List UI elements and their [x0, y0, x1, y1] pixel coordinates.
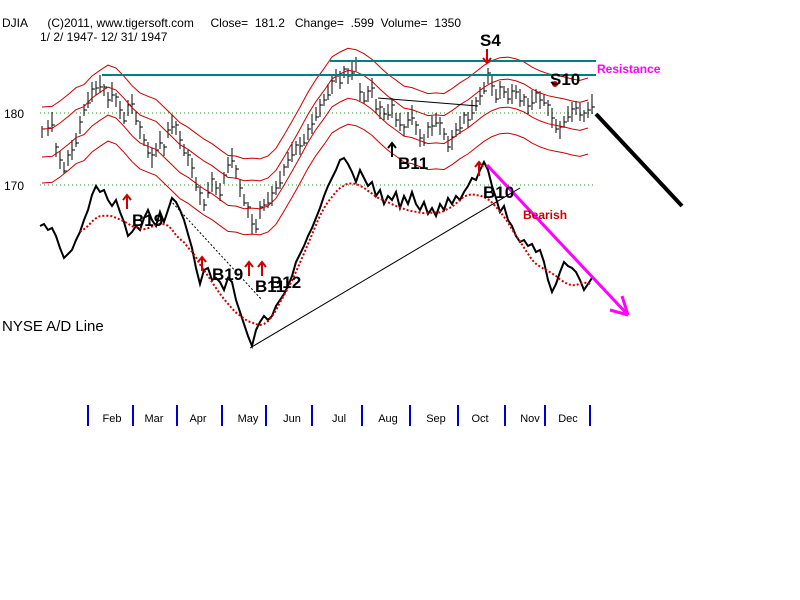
bearish-forecast-line — [594, 112, 684, 208]
sell-signal-arrow-head — [482, 57, 492, 65]
x-tick-label: Mar — [145, 413, 164, 425]
buy-signal-arrow-head — [197, 255, 207, 263]
x-tick-label: Apr — [189, 413, 206, 425]
signal-label: B10 — [483, 183, 514, 202]
upper-band-inner — [41, 69, 589, 182]
x-tick-label: Jun — [283, 413, 301, 425]
price-bars — [41, 57, 595, 234]
signal-label: B11 — [255, 277, 285, 296]
chart-header-line1: DJIA (C)2011, www.tigersoft.com Close= 1… — [2, 16, 462, 30]
x-tick-label: Feb — [103, 413, 122, 425]
lower-band-outer — [41, 123, 589, 236]
ad-moving-average — [79, 182, 593, 327]
signal-label: S10 — [550, 70, 580, 89]
signal-label: B19 — [212, 265, 243, 284]
chart-header-line2: 1/ 2/ 1947- 12/ 31/ 1947 — [40, 30, 168, 44]
x-tick-label: Aug — [378, 413, 398, 425]
x-tick-label: Jul — [332, 413, 346, 425]
buy-signal-arrow-head — [474, 160, 484, 168]
x-tick-label: Oct — [471, 413, 488, 425]
buy-signal-arrow-head — [387, 141, 397, 149]
signal-dot — [552, 81, 558, 87]
trend-line — [377, 97, 479, 107]
x-tick-label: Nov — [520, 413, 540, 425]
resistance-label: Resistance — [597, 62, 661, 76]
bearish-arrow-line — [485, 163, 630, 317]
signal-label: B11 — [398, 154, 428, 173]
x-tick-label: May — [238, 413, 259, 425]
trend-line-dotted — [169, 199, 263, 301]
signal-label: S4 — [480, 31, 501, 50]
bearish-label: Bearish — [523, 208, 567, 222]
buy-signal-arrow-head — [122, 193, 132, 201]
lower-band-inner — [41, 97, 589, 210]
ad-line-label: NYSE A/D Line — [2, 318, 104, 335]
y-tick-label: 170 — [4, 179, 24, 193]
y-tick-label: 180 — [4, 107, 24, 121]
x-tick-label: Sep — [426, 413, 446, 425]
upper-band-outer — [41, 47, 589, 160]
bearish-arrow-head — [609, 308, 629, 317]
buy-signal-arrow-head — [244, 260, 254, 268]
bearish-arrow-head — [620, 295, 630, 316]
buy-signal-arrow-head — [257, 260, 267, 268]
ad-uptrend-line — [249, 187, 521, 349]
signal-label: B19 — [132, 211, 163, 230]
signal-label: B12 — [270, 273, 301, 292]
x-tick-label: Dec — [558, 413, 578, 425]
